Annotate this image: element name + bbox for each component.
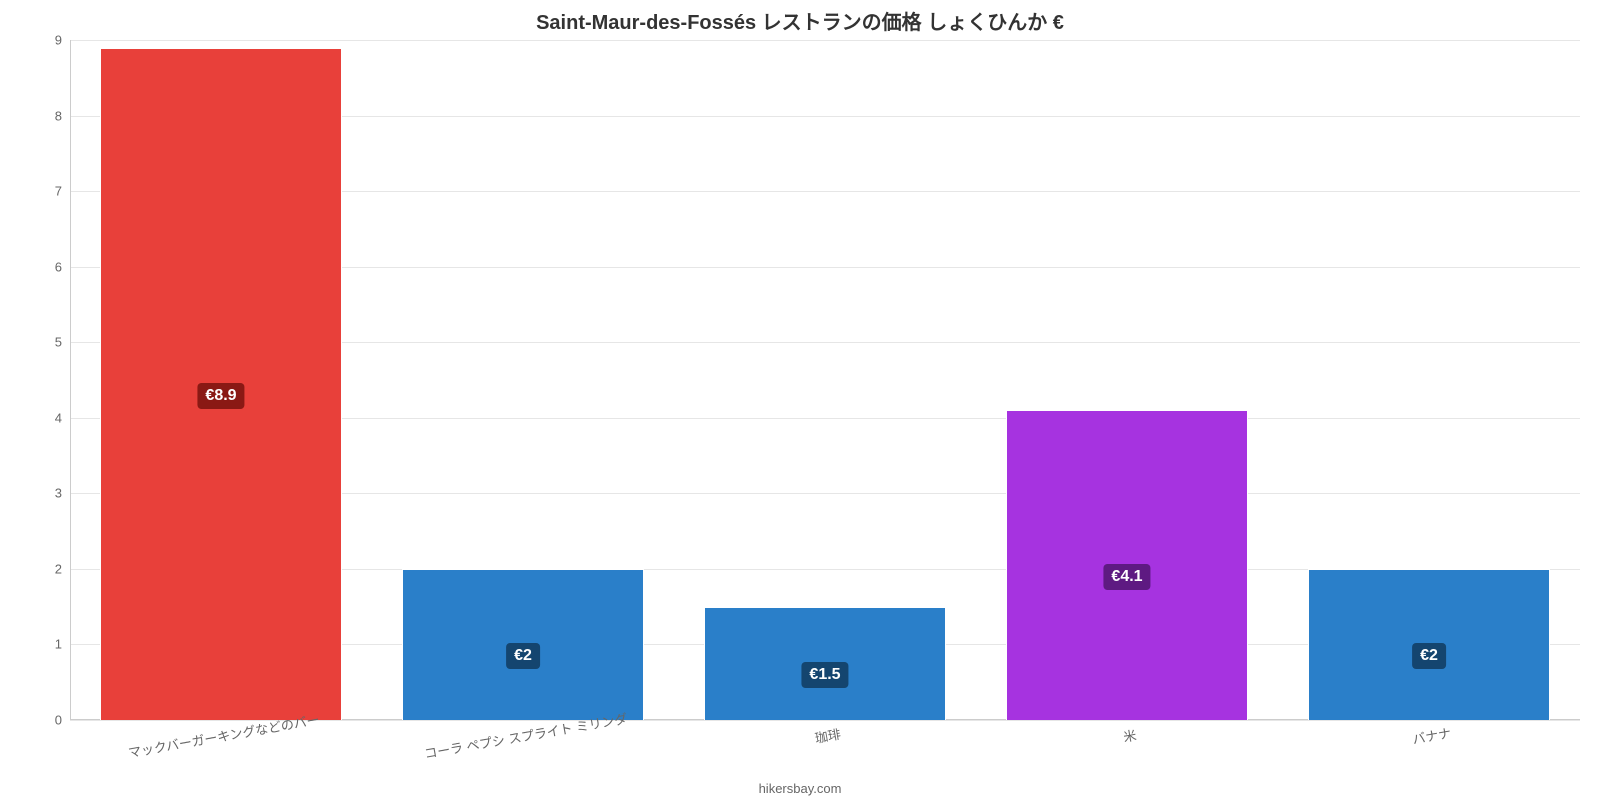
value-badge: €4.1 [1103,564,1150,590]
price-bar-chart: Saint-Maur-des-Fossés レストランの価格 しょくひんか € … [0,0,1600,800]
value-badge: €8.9 [197,383,244,409]
bar: €8.9 [100,48,342,720]
bar: €2 [1308,569,1550,720]
x-tick-label: 米 [1121,719,1138,746]
bar-slot: €8.9マックバーガーキングなどのバー [70,40,372,720]
y-tick-label: 1 [55,637,70,652]
y-tick-label: 5 [55,335,70,350]
y-tick-label: 8 [55,108,70,123]
plot-area: €8.9マックバーガーキングなどのバー€2コーラ ペプシ スプライト ミリンダ€… [70,40,1580,720]
bars-container: €8.9マックバーガーキングなどのバー€2コーラ ペプシ スプライト ミリンダ€… [70,40,1580,720]
bar: €4.1 [1006,410,1248,720]
x-tick-label: 珈琲 [812,718,842,747]
bar: €2 [402,569,644,720]
chart-title: Saint-Maur-des-Fossés レストランの価格 しょくひんか € [0,6,1600,35]
y-tick-label: 6 [55,259,70,274]
bar-slot: €2コーラ ペプシ スプライト ミリンダ [372,40,674,720]
value-badge: €2 [1412,643,1446,669]
y-tick-label: 3 [55,486,70,501]
y-tick-label: 9 [55,33,70,48]
bar-slot: €4.1米 [976,40,1278,720]
value-badge: €1.5 [801,662,848,688]
y-tick-label: 2 [55,561,70,576]
credit-text: hikersbay.com [0,781,1600,796]
x-tick-label: バナナ [1410,717,1453,748]
bar-slot: €1.5珈琲 [674,40,976,720]
y-tick-label: 0 [55,713,70,728]
value-badge: €2 [506,643,540,669]
bar: €1.5 [704,607,946,720]
bar-slot: €2バナナ [1278,40,1580,720]
y-tick-label: 4 [55,410,70,425]
y-tick-label: 7 [55,184,70,199]
